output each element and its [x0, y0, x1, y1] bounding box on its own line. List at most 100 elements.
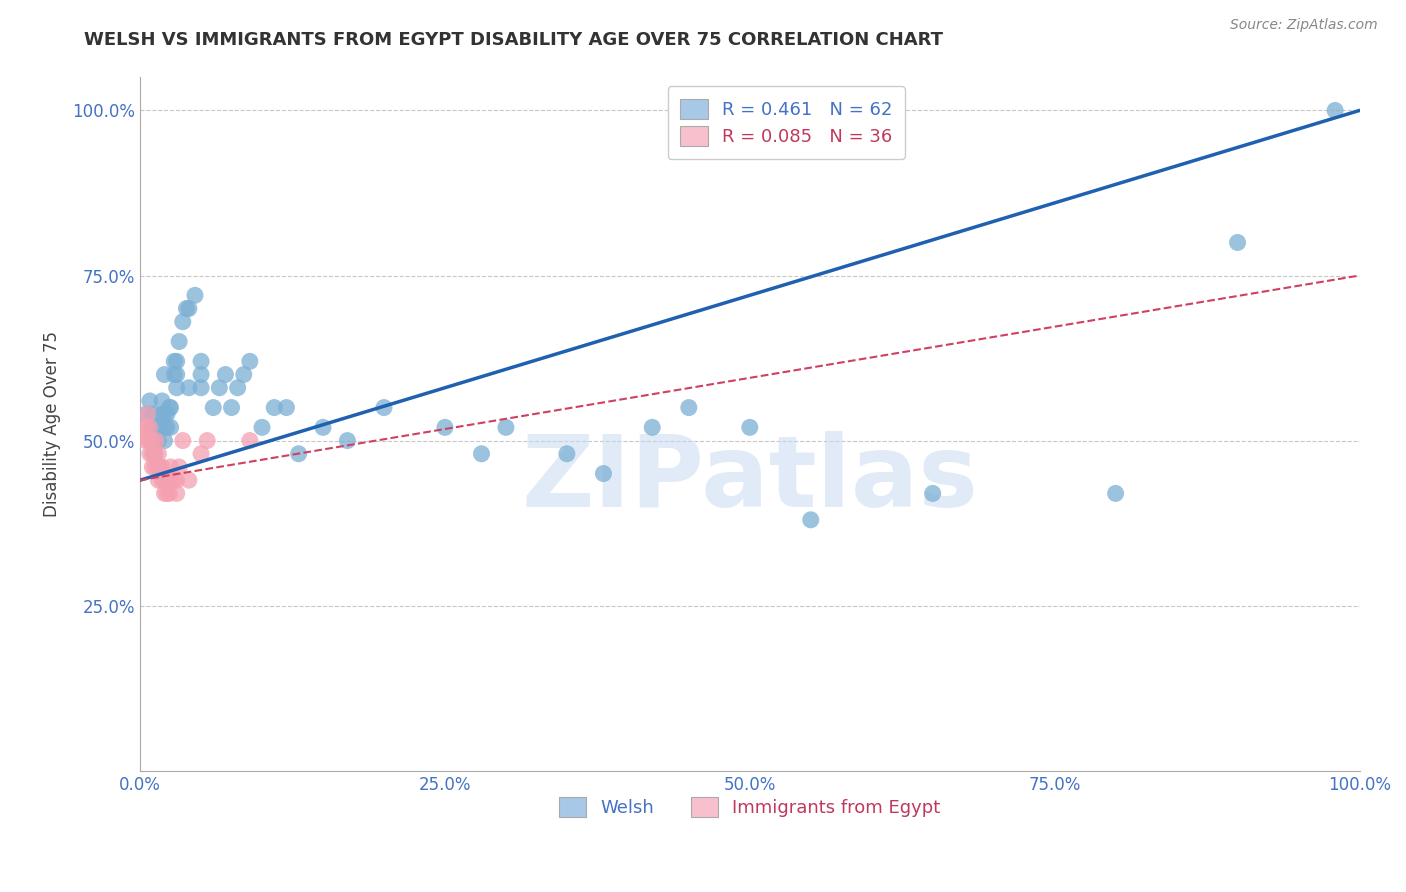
Point — [166, 486, 188, 500]
Point — [190, 381, 212, 395]
Point — [150, 407, 173, 421]
Point — [177, 381, 200, 395]
Point — [143, 447, 166, 461]
Point — [177, 301, 200, 316]
Point — [226, 381, 249, 395]
Point — [156, 473, 179, 487]
Point — [184, 288, 207, 302]
Point — [208, 381, 231, 395]
Point — [145, 434, 167, 448]
Point — [190, 354, 212, 368]
Point — [139, 420, 162, 434]
Point — [153, 407, 176, 421]
Point — [172, 315, 194, 329]
Point — [1104, 486, 1126, 500]
Point — [263, 401, 285, 415]
Point — [190, 447, 212, 461]
Point — [312, 420, 335, 434]
Point — [276, 401, 298, 415]
Point — [141, 460, 163, 475]
Point — [287, 447, 309, 461]
Point — [555, 447, 578, 461]
Point — [163, 354, 186, 368]
Point — [146, 420, 169, 434]
Point — [141, 407, 163, 421]
Point — [166, 368, 188, 382]
Point — [495, 420, 517, 434]
Point — [149, 460, 172, 475]
Point — [166, 381, 188, 395]
Point — [336, 434, 359, 448]
Point — [153, 420, 176, 434]
Point — [250, 420, 273, 434]
Point — [156, 407, 179, 421]
Point — [202, 401, 225, 415]
Y-axis label: Disability Age Over 75: Disability Age Over 75 — [44, 331, 60, 517]
Point — [145, 434, 167, 448]
Point — [132, 420, 155, 434]
Point — [214, 368, 236, 382]
Point — [139, 447, 162, 461]
Point — [153, 473, 176, 487]
Point — [177, 473, 200, 487]
Point — [172, 434, 194, 448]
Point — [163, 473, 186, 487]
Point — [157, 486, 180, 500]
Point — [141, 447, 163, 461]
Point — [138, 434, 160, 448]
Point — [157, 401, 180, 415]
Point — [1226, 235, 1249, 250]
Text: ZIPatlas: ZIPatlas — [522, 431, 979, 528]
Point — [139, 394, 162, 409]
Point — [738, 420, 761, 434]
Point — [148, 434, 170, 448]
Point — [195, 434, 218, 448]
Point — [141, 420, 163, 434]
Point — [159, 460, 181, 475]
Point — [232, 368, 254, 382]
Point — [153, 434, 176, 448]
Point — [143, 460, 166, 475]
Point — [141, 434, 163, 448]
Point — [159, 401, 181, 415]
Point — [150, 394, 173, 409]
Point — [148, 447, 170, 461]
Point — [1324, 103, 1347, 118]
Point — [433, 420, 456, 434]
Point — [800, 513, 823, 527]
Point — [167, 460, 190, 475]
Point — [678, 401, 700, 415]
Point — [148, 420, 170, 434]
Point — [921, 486, 943, 500]
Point — [153, 368, 176, 382]
Point — [641, 420, 664, 434]
Point — [176, 301, 198, 316]
Text: Source: ZipAtlas.com: Source: ZipAtlas.com — [1230, 18, 1378, 32]
Legend: Welsh, Immigrants from Egypt: Welsh, Immigrants from Egypt — [553, 789, 948, 824]
Point — [150, 473, 173, 487]
Point — [153, 486, 176, 500]
Point — [239, 434, 262, 448]
Point — [190, 368, 212, 382]
Point — [139, 434, 162, 448]
Point — [135, 420, 157, 434]
Point — [156, 486, 179, 500]
Point — [143, 447, 166, 461]
Text: WELSH VS IMMIGRANTS FROM EGYPT DISABILITY AGE OVER 75 CORRELATION CHART: WELSH VS IMMIGRANTS FROM EGYPT DISABILIT… — [84, 31, 943, 49]
Point — [148, 460, 170, 475]
Point — [592, 467, 614, 481]
Point — [239, 354, 262, 368]
Point — [163, 368, 186, 382]
Point — [159, 420, 181, 434]
Point — [148, 473, 170, 487]
Point — [136, 407, 159, 421]
Point — [373, 401, 395, 415]
Point — [166, 473, 188, 487]
Point — [221, 401, 243, 415]
Point — [135, 407, 157, 421]
Point — [470, 447, 492, 461]
Point — [159, 473, 181, 487]
Point — [150, 460, 173, 475]
Point — [135, 434, 157, 448]
Point — [141, 434, 163, 448]
